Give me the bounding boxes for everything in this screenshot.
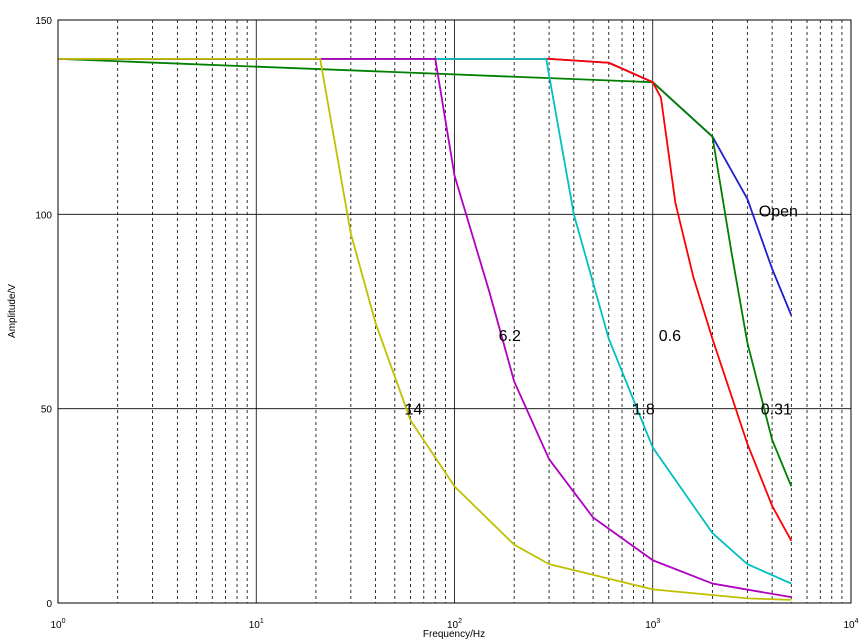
curve-label: 0.6 (659, 328, 681, 345)
curve-label: 0.31 (761, 402, 792, 419)
curve-labels: Open 0.6 0.31 1.8 6.2 14 (404, 203, 797, 418)
series-line-1-8 (58, 57, 792, 585)
x-tick-label: 103 (645, 618, 660, 631)
series-line-0-6 (58, 57, 793, 542)
x-axis-label: Frequency/Hz (423, 629, 485, 640)
tick-labels: 100 101 102 103 104 0 50 100 150 (35, 16, 858, 631)
y-tick-label: 0 (46, 599, 52, 610)
series-line-14 (58, 57, 792, 601)
x-tick-label: 102 (447, 618, 462, 631)
curve-label: 6.2 (499, 328, 521, 345)
y-tick-label: 100 (35, 210, 52, 221)
y-tick-label: 50 (41, 405, 53, 416)
plot-frame (57, 19, 852, 604)
y-tick-label: 150 (35, 16, 52, 27)
data-series (57, 57, 793, 601)
y-axis-label: Amplitude/V (7, 284, 18, 338)
curve-label: 14 (404, 402, 422, 419)
curve-label: 1.8 (633, 402, 655, 419)
series-line-6-2 (58, 57, 792, 599)
x-tick-label: 104 (843, 618, 858, 631)
x-tick-label: 100 (50, 618, 65, 631)
x-tick-label: 101 (249, 618, 264, 631)
curve-label: Open (759, 203, 798, 220)
